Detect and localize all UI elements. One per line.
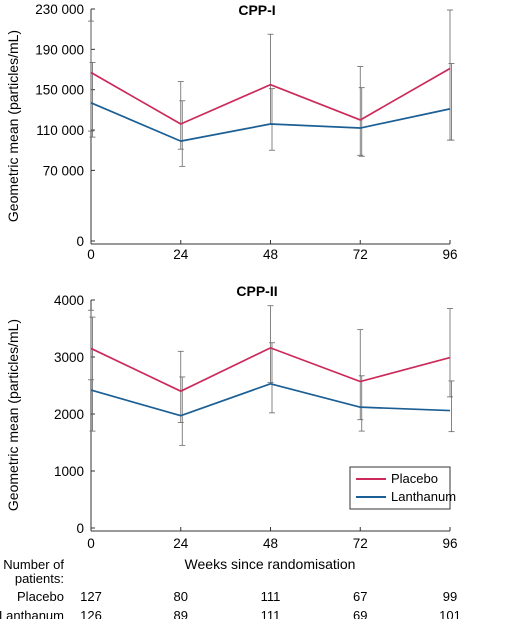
y-tick-label: 110 000 <box>36 123 84 138</box>
table-cells: 127 80 111 67 99 126 89 111 69 101 <box>80 589 461 623</box>
series-line-lanthanum <box>90 102 451 142</box>
x-tick-label: 96 <box>442 247 457 262</box>
table-cell-placebo: 127 <box>80 589 102 604</box>
chart-cpp-ii: CPP-II Geometric mean (particles/mL) Wee… <box>5 283 458 572</box>
y-tick-label: 4000 <box>54 293 84 308</box>
y-tick-label: 0 <box>76 234 84 249</box>
y-tick-label: 230 000 <box>35 2 84 17</box>
y-tick-label: 190 000 <box>35 42 84 57</box>
table-header-line1: Number of <box>3 557 64 572</box>
x-tick-label: 72 <box>353 536 368 551</box>
table-cell-lanthanum: 69 <box>353 608 367 619</box>
series-line-lanthanum <box>90 382 451 417</box>
y-axis-label: Geometric mean (particles/mL) <box>5 30 21 222</box>
chart-cpp-i: CPP-I Geometric mean (particles/mL) 0 70 … <box>5 2 458 262</box>
table-cell-lanthanum: 111 <box>261 608 281 619</box>
table-cell-placebo: 80 <box>174 589 188 604</box>
x-tick-label: 24 <box>173 247 189 262</box>
series-line-placebo <box>90 67 451 125</box>
table-cell-placebo: 111 <box>261 589 281 604</box>
legend-label-placebo: Placebo <box>391 471 438 486</box>
table-cell-lanthanum: 101 <box>439 608 461 619</box>
x-tick-label: 24 <box>173 536 189 551</box>
chart-title: CPP-II <box>236 283 277 299</box>
x-axis-label: Weeks since randomisation <box>185 556 356 572</box>
y-tick-label: 1000 <box>54 464 84 479</box>
series-line-placebo <box>90 347 451 393</box>
y-axis-label: Geometric mean (particles/mL) <box>5 319 21 511</box>
y-tick-label: 70 000 <box>43 163 84 178</box>
x-tick-label: 0 <box>87 536 95 551</box>
table-cell-placebo: 67 <box>353 589 367 604</box>
x-tick-label: 96 <box>442 536 457 551</box>
table-header-line2: patients: <box>15 571 64 586</box>
x-tick-label: 0 <box>87 247 95 262</box>
y-tick-label: 2000 <box>54 407 84 422</box>
y-tick-label: 150 000 <box>35 83 84 98</box>
table-cell-lanthanum: 89 <box>174 608 188 619</box>
chart-title: CPP-I <box>238 2 275 18</box>
legend-label-lanthanum: Lanthanum <box>391 489 456 504</box>
table-row-label-lanthanum: Lanthanum <box>0 608 64 619</box>
x-tick-label: 48 <box>263 247 278 262</box>
table-cell-placebo: 99 <box>443 589 457 604</box>
legend: Placebo Lanthanum <box>349 466 456 510</box>
table-row-label-placebo: Placebo <box>17 589 64 604</box>
legend-box <box>349 466 451 510</box>
y-tick-label: 0 <box>76 521 84 536</box>
x-tick-label: 48 <box>263 536 278 551</box>
table-cell-lanthanum: 126 <box>80 608 102 619</box>
y-tick-label: 3000 <box>54 350 84 365</box>
x-tick-label: 72 <box>353 247 368 262</box>
